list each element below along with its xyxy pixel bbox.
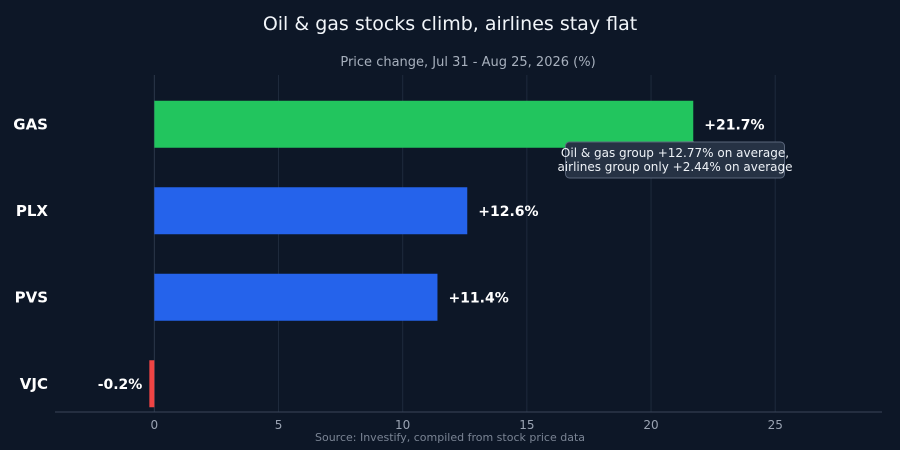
bars bbox=[149, 100, 694, 408]
chart-title: Oil & gas stocks climb, airlines stay fl… bbox=[263, 13, 637, 35]
x-tick-label-10: 10 bbox=[395, 418, 410, 432]
annotation-text-line-1: Oil & gas group +12.77% on average, bbox=[561, 146, 789, 160]
chart-subtitle: Price change, Jul 31 - Aug 25, 2026 (%) bbox=[340, 55, 595, 70]
annotation: Oil & gas group +12.77% on average,airli… bbox=[557, 140, 793, 179]
x-tick-label-0: 0 bbox=[151, 418, 159, 432]
annotation-text-line-2: airlines group only +2.44% on average bbox=[557, 160, 792, 174]
bar-pvs bbox=[154, 273, 438, 321]
x-axis-ticks: 0 5 10 15 20 25 bbox=[151, 418, 783, 432]
category-label-pvs: PVS bbox=[15, 288, 48, 306]
value-label-pvs: +11.4% bbox=[448, 290, 508, 306]
x-tick-label-15: 15 bbox=[519, 418, 534, 432]
value-label-gas: +21.7% bbox=[704, 117, 764, 133]
category-label-gas: GAS bbox=[13, 115, 48, 133]
value-label-plx: +12.6% bbox=[478, 204, 538, 220]
source-note: Source: Investify, compiled from stock p… bbox=[315, 431, 585, 444]
x-tick-label-20: 20 bbox=[643, 418, 658, 432]
bar-vjc bbox=[149, 360, 155, 408]
bar-labels: GAS +21.7% PLX +12.6% PVS +11.4% VJC -0.2% bbox=[13, 115, 764, 393]
x-tick-label-5: 5 bbox=[275, 418, 283, 432]
x-tick-label-25: 25 bbox=[768, 418, 783, 432]
category-label-plx: PLX bbox=[16, 202, 49, 220]
bar-gas bbox=[154, 100, 694, 148]
category-label-vjc: VJC bbox=[20, 375, 48, 393]
annotation-box bbox=[565, 141, 785, 179]
value-label-vjc: -0.2% bbox=[98, 377, 143, 393]
bar-plx bbox=[154, 187, 468, 235]
